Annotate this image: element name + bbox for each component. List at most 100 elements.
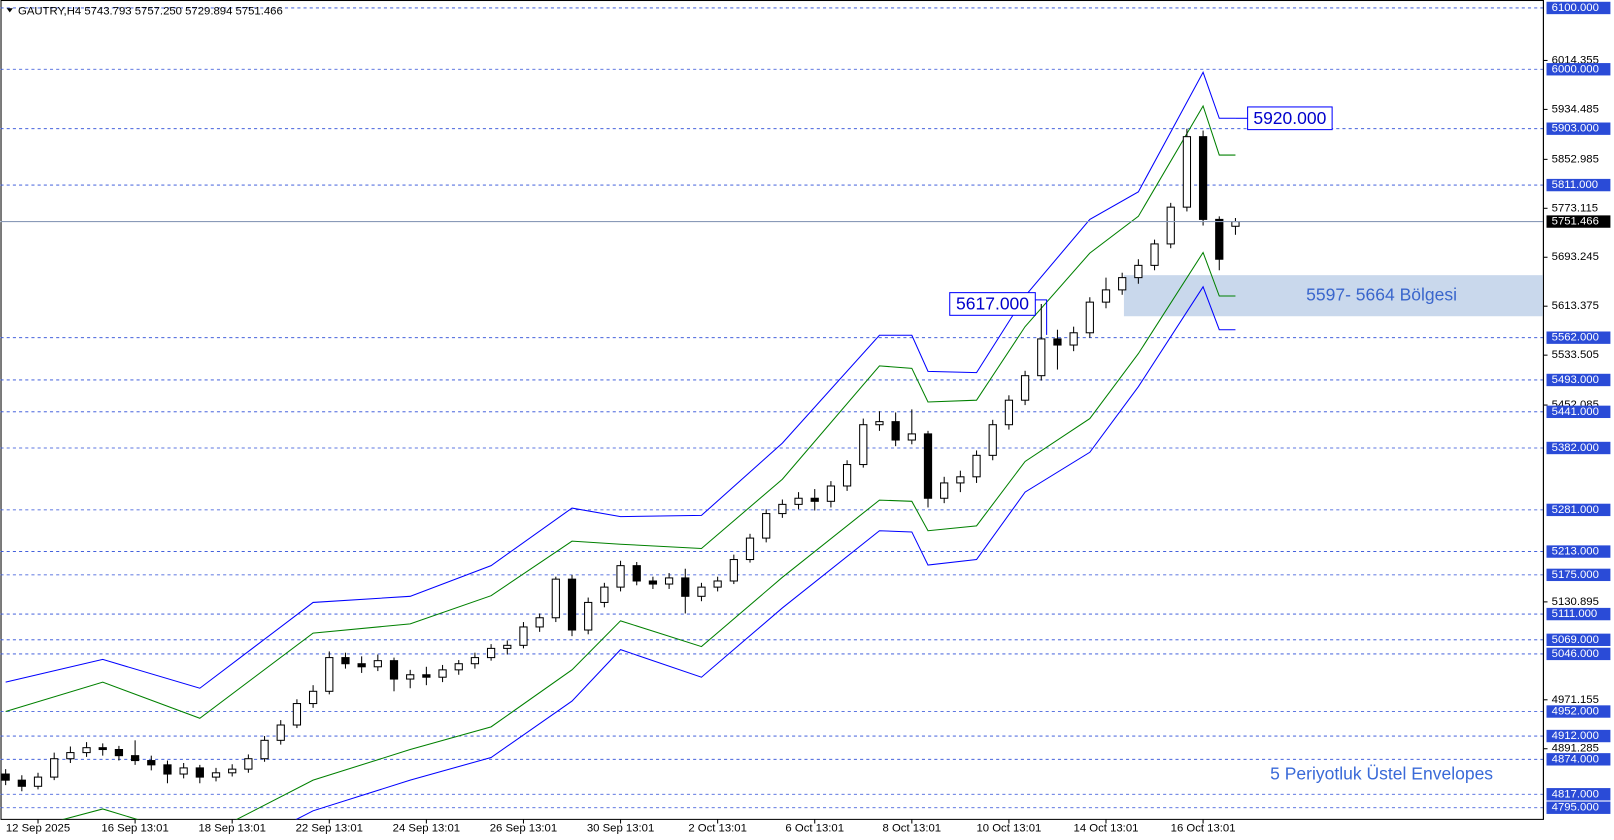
candle-layer bbox=[1, 128, 1240, 792]
level-label-box bbox=[1546, 607, 1611, 621]
candle-body bbox=[130, 755, 140, 762]
candle-body bbox=[341, 657, 350, 665]
zone-layer: 5597- 5664 Bölgesi bbox=[1123, 275, 1544, 317]
candle-body bbox=[778, 503, 787, 515]
candle-body bbox=[147, 760, 156, 766]
level-label-box bbox=[1546, 633, 1611, 647]
candle-body bbox=[66, 752, 75, 760]
level-label: 4817.000 bbox=[1552, 788, 1599, 800]
level-label: 5281.000 bbox=[1552, 504, 1599, 516]
candle-body bbox=[1020, 375, 1030, 401]
candle-body bbox=[956, 476, 965, 484]
candle-body bbox=[729, 559, 738, 582]
candle-body bbox=[163, 764, 172, 775]
candle-body bbox=[891, 421, 900, 441]
candle-body bbox=[1150, 243, 1159, 266]
candle-body bbox=[422, 674, 431, 678]
candle-body bbox=[907, 433, 916, 441]
candle-body bbox=[972, 454, 981, 478]
level-label-box bbox=[1546, 568, 1611, 582]
x-tick-label: 12 Sep 2025 bbox=[6, 823, 70, 835]
candle-body bbox=[794, 497, 803, 505]
x-tick-label: 14 Oct 13:01 bbox=[1074, 823, 1139, 835]
candle-body bbox=[923, 433, 933, 499]
candle-body bbox=[1182, 136, 1192, 208]
zone-label: 5597- 5664 Bölgesi bbox=[1306, 284, 1457, 304]
envelope-line bbox=[5, 104, 1236, 719]
level-label-box bbox=[1546, 331, 1611, 344]
candle-body bbox=[1134, 264, 1143, 279]
level-label-box bbox=[1546, 545, 1611, 558]
candle-body bbox=[600, 586, 609, 603]
candle-body bbox=[114, 749, 124, 757]
annotation-box bbox=[1247, 106, 1333, 131]
candle-body bbox=[1085, 301, 1094, 334]
candle-body bbox=[1053, 338, 1062, 346]
candle-body bbox=[438, 669, 447, 678]
current-price-box bbox=[1546, 215, 1611, 228]
candle-body bbox=[1037, 338, 1046, 377]
candle-body bbox=[810, 497, 819, 502]
level-label: 5493.000 bbox=[1552, 374, 1599, 386]
y-tick-label: 5613.375 bbox=[1552, 300, 1599, 312]
level-label-box bbox=[1546, 122, 1611, 135]
current-price-label: 5751.466 bbox=[1552, 216, 1599, 228]
level-label-box bbox=[1546, 753, 1611, 766]
candle-body bbox=[616, 565, 625, 588]
plot-frame bbox=[0, 0, 1544, 820]
level-label: 4795.000 bbox=[1552, 802, 1599, 814]
level-label-box bbox=[1546, 503, 1611, 517]
candle-body bbox=[762, 513, 771, 539]
candle-body bbox=[357, 663, 366, 668]
x-tick-label: 24 Sep 13:01 bbox=[393, 823, 460, 835]
candle-body bbox=[859, 424, 868, 466]
x-tick-label: 16 Sep 13:01 bbox=[101, 823, 168, 835]
candle-body bbox=[308, 690, 318, 705]
x-tick-label: 18 Sep 13:01 bbox=[198, 823, 265, 835]
level-label: 5111.000 bbox=[1552, 608, 1598, 620]
envelope-line bbox=[295, 285, 1236, 820]
level-label: 5811.000 bbox=[1552, 179, 1598, 191]
candle-body bbox=[260, 739, 269, 760]
zone-box bbox=[1123, 275, 1544, 317]
level-label: 5213.000 bbox=[1552, 546, 1599, 558]
candle-body bbox=[1, 773, 10, 781]
level-label-box bbox=[1546, 441, 1611, 455]
candle-body bbox=[648, 580, 658, 585]
candle-body bbox=[1198, 136, 1208, 220]
candle-body bbox=[195, 767, 204, 778]
candle-body bbox=[697, 586, 706, 597]
y-tick-label: 5934.485 bbox=[1552, 103, 1599, 115]
y-tick-label: 5533.505 bbox=[1552, 349, 1599, 361]
x-tick-label: 2 Oct 13:01 bbox=[688, 823, 747, 835]
candle-body bbox=[325, 657, 334, 692]
level-label: 4952.000 bbox=[1552, 706, 1599, 718]
axis-layer: 6014.3555934.4855852.9855773.1155693.245… bbox=[6, 0, 1611, 835]
candle-body bbox=[179, 767, 188, 775]
level-label-box bbox=[1546, 705, 1611, 718]
candle-body bbox=[842, 464, 852, 487]
level-label: 6000.000 bbox=[1552, 63, 1599, 75]
candle-body bbox=[17, 779, 26, 787]
annotation-connector bbox=[1035, 299, 1048, 335]
level-label-box bbox=[1546, 373, 1611, 387]
candle-body bbox=[940, 482, 949, 499]
y-tick-label: 5693.245 bbox=[1552, 251, 1599, 263]
x-tick-label: 26 Sep 13:01 bbox=[490, 823, 557, 835]
level-label-box bbox=[1546, 729, 1611, 743]
annotation-label: 5617.000 bbox=[956, 294, 1029, 314]
x-tick-label: 22 Sep 13:01 bbox=[296, 823, 363, 835]
level-label: 5562.000 bbox=[1552, 332, 1599, 344]
candle-body bbox=[98, 747, 107, 751]
candle-body bbox=[50, 758, 59, 778]
level-label: 5903.000 bbox=[1552, 123, 1599, 135]
envelope-layer bbox=[5, 71, 1236, 820]
level-label-box bbox=[1546, 801, 1611, 814]
envelope-line bbox=[5, 71, 1236, 689]
x-tick-label: 10 Oct 13:01 bbox=[976, 823, 1041, 835]
candle-body bbox=[826, 485, 836, 502]
candle-body bbox=[389, 660, 399, 680]
level-label-box bbox=[1546, 788, 1611, 801]
y-tick-label: 4891.285 bbox=[1552, 743, 1599, 755]
candle-body bbox=[470, 657, 480, 665]
